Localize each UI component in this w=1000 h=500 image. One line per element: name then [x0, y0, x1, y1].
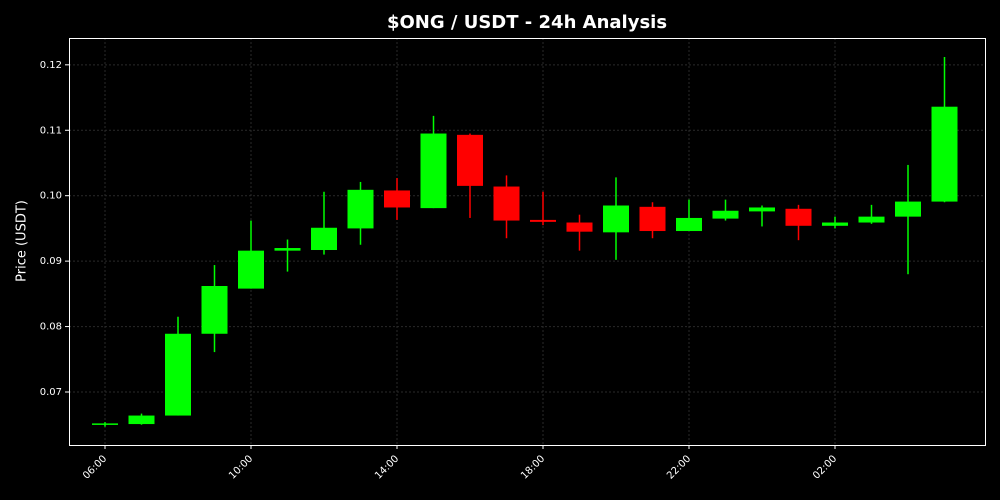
plot-frame — [69, 38, 986, 446]
candle-body — [238, 250, 264, 289]
candle-body — [92, 423, 118, 425]
y-tick-label: 0.10 — [40, 191, 62, 202]
x-tick-label: 02:00 — [811, 453, 839, 481]
candle-body — [128, 415, 155, 425]
candle-body — [493, 186, 520, 221]
candle-body — [822, 222, 848, 226]
candle-body — [274, 248, 301, 251]
y-axis-label: Price (USDT) — [15, 200, 30, 282]
candles — [92, 56, 958, 427]
candle-body — [676, 217, 702, 232]
y-tick-label: 0.12 — [40, 60, 62, 71]
grid — [69, 38, 985, 445]
y-tick-label: 0.07 — [40, 387, 62, 398]
candle-body — [931, 106, 958, 202]
candle-body — [712, 210, 739, 219]
x-tick-label: 22:00 — [665, 453, 693, 481]
candle-body — [895, 201, 921, 217]
candle-body — [457, 134, 483, 186]
candle-body — [603, 205, 629, 233]
x-tick-label: 18:00 — [519, 453, 547, 481]
candle-body — [566, 222, 593, 232]
y-tick-label: 0.08 — [40, 322, 62, 333]
candle-body — [420, 133, 447, 209]
y-tick-label: 0.11 — [40, 125, 62, 136]
x-tick-label: 06:00 — [81, 453, 109, 481]
candle-body — [785, 208, 812, 226]
candle-body — [639, 206, 666, 232]
candle-body — [858, 216, 885, 223]
x-tick-label: 10:00 — [227, 453, 255, 481]
candle-body — [749, 207, 775, 212]
y-tick-label: 0.09 — [40, 256, 62, 267]
candle-body — [311, 227, 337, 251]
x-tick-label: 14:00 — [373, 453, 401, 481]
candle-body — [165, 333, 191, 416]
candle-body — [530, 219, 556, 222]
candle-body — [347, 189, 374, 229]
chart-title: $ONG / USDT - 24h Analysis — [387, 12, 667, 33]
candle-body — [384, 190, 410, 208]
candle-body — [201, 285, 228, 334]
